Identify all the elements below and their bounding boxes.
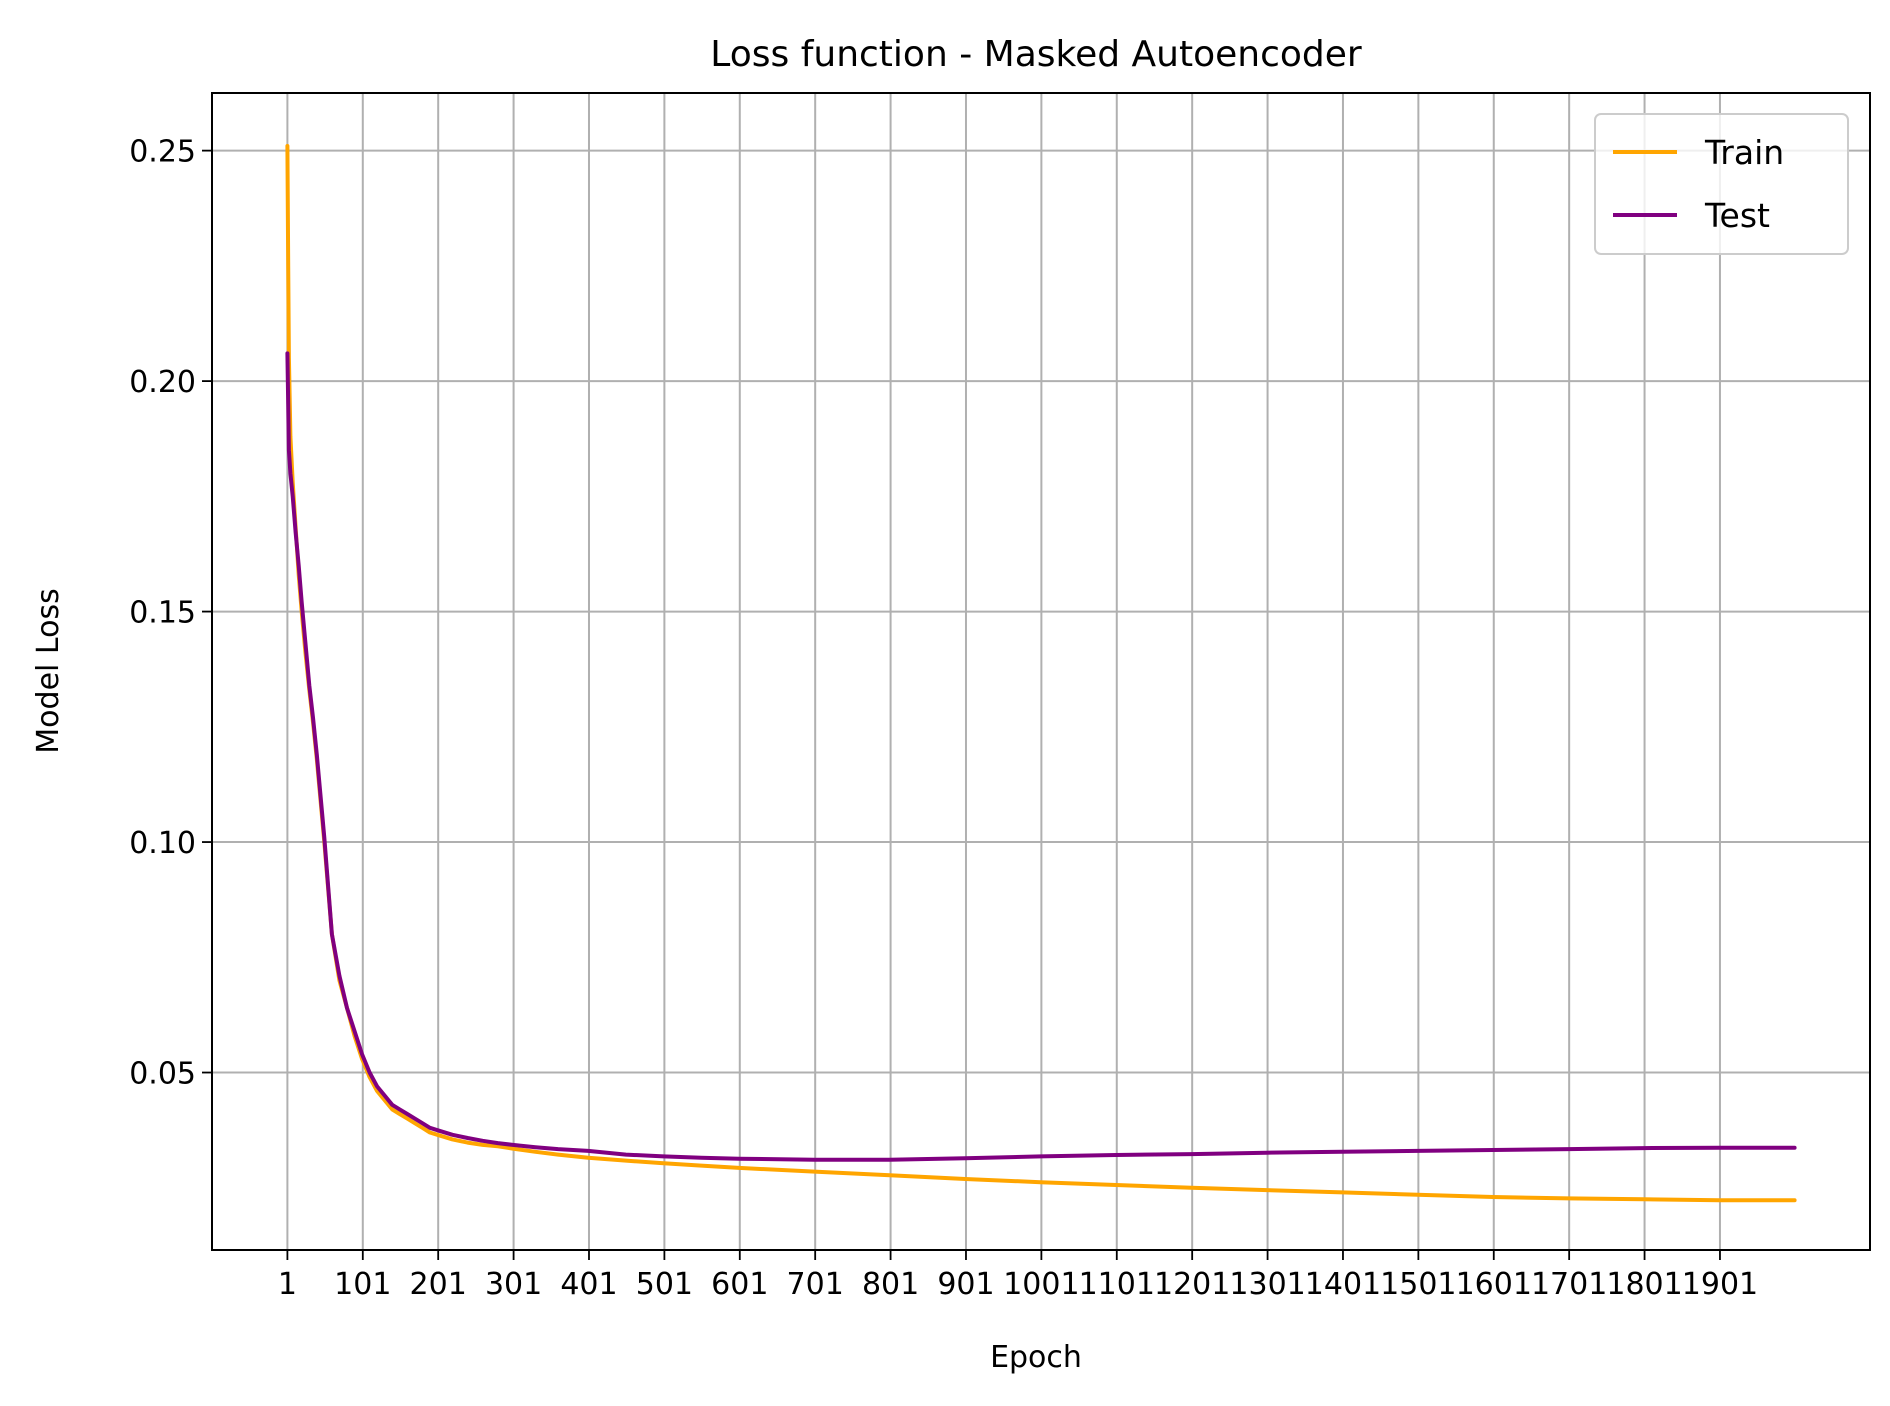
- x-tick-label: 901: [937, 1267, 994, 1302]
- y-tick-label: 0.20: [129, 365, 196, 400]
- y-axis-label: Model Loss: [31, 588, 66, 753]
- x-tick-label: 701: [787, 1267, 844, 1302]
- x-tick-label: 1301: [1229, 1267, 1305, 1302]
- x-tick-label: 601: [711, 1267, 768, 1302]
- x-tick-label: 501: [636, 1267, 693, 1302]
- x-axis-label: Epoch: [990, 1340, 1082, 1375]
- x-tick-label: 1601: [1456, 1267, 1532, 1302]
- legend: Train Test: [1594, 113, 1849, 255]
- series-line-test: [285, 351, 1797, 1162]
- y-tick-label: 0.05: [129, 1057, 196, 1092]
- x-tick-label: 201: [410, 1267, 467, 1302]
- x-tick-label: 1001: [1003, 1267, 1079, 1302]
- x-tick-label: 1501: [1380, 1267, 1456, 1302]
- grid: [212, 93, 1870, 1250]
- x-tick-label: 1801: [1606, 1267, 1682, 1302]
- y-axis-ticks: 0.05 0.10 0.15 0.20 0.25: [129, 135, 212, 1092]
- x-tick-label: 801: [862, 1267, 919, 1302]
- x-tick-label: 101: [334, 1267, 391, 1302]
- x-tick-label: 1701: [1531, 1267, 1607, 1302]
- x-tick-label: 1401: [1305, 1267, 1381, 1302]
- legend-box: [1594, 113, 1849, 255]
- x-tick-label: 1901: [1682, 1267, 1758, 1302]
- x-tick-label: 401: [560, 1267, 617, 1302]
- legend-label-train: Train: [1704, 133, 1784, 172]
- x-axis-ticks: 1 101 201 301 401 501 601 701 801 901 1001 1101 1201…: [278, 1250, 1758, 1302]
- y-tick-label: 0.10: [129, 826, 196, 861]
- x-tick-label: 1101: [1079, 1267, 1155, 1302]
- y-tick-label: 0.25: [129, 135, 196, 170]
- chart-title: Loss function - Masked Autoencoder: [710, 34, 1362, 75]
- x-tick-label: 1: [278, 1267, 297, 1302]
- legend-label-test: Test: [1704, 196, 1770, 235]
- y-tick-label: 0.15: [129, 596, 196, 631]
- series-layer: [285, 144, 1797, 1203]
- x-tick-label: 301: [485, 1267, 542, 1302]
- x-tick-label: 1201: [1154, 1267, 1230, 1302]
